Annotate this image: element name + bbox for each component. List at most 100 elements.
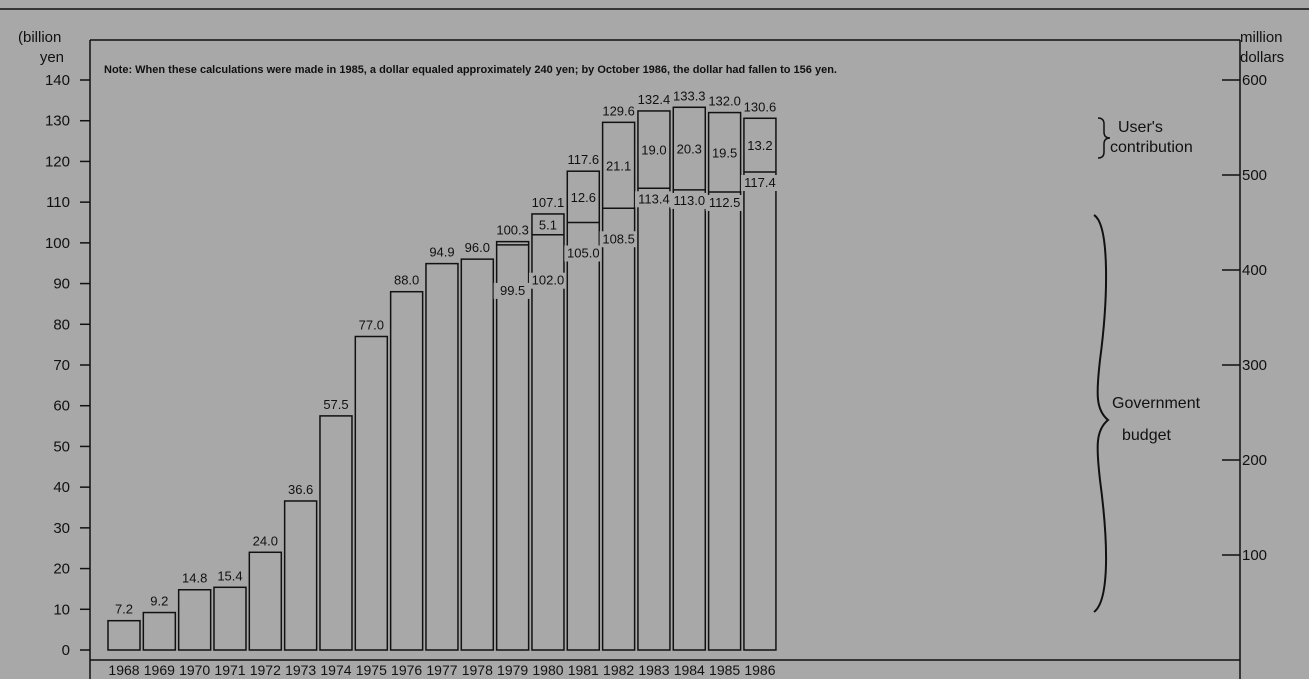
user-label-bg-1983 — [638, 141, 669, 158]
left-tick-label: 70 — [53, 357, 70, 374]
user-label-1980: 5.1 — [539, 217, 557, 232]
x-tick-1975: 1975 — [356, 662, 387, 678]
total-label-1984: 133.3 — [673, 88, 706, 103]
x-axis-tick-labels: 1968 1969 1970 1971 1972 1973 1974 1975 1976 1977… — [108, 662, 775, 678]
total-label-1976: 88.0 — [394, 273, 419, 288]
left-tick-label: 50 — [53, 438, 70, 455]
x-tick-1982: 1982 — [603, 662, 634, 678]
bar-1973 — [283, 500, 318, 651]
gov-label-1980: 102.0 — [532, 273, 565, 288]
user-label-bg-1985 — [709, 144, 740, 161]
user-label-bg-1984 — [674, 140, 705, 157]
bar-1982 — [601, 121, 636, 651]
gov-label-bg-1983 — [634, 191, 673, 208]
left-tick-label: 0 — [62, 642, 70, 659]
total-label-1983: 132.4 — [638, 92, 671, 107]
total-label-1974: 57.5 — [323, 397, 348, 412]
user-label-1985: 19.5 — [712, 145, 737, 160]
bar-1972 — [248, 551, 283, 651]
x-tick-1968: 1968 — [108, 662, 139, 678]
left-tick-label: 110 — [46, 194, 70, 211]
total-label-1978: 96.0 — [465, 240, 490, 255]
total-label-1980: 107.1 — [532, 195, 565, 210]
gov-label-1985: 112.5 — [709, 195, 741, 210]
right-tick-label: 600 — [1242, 72, 1267, 89]
user-label-bg-1980 — [532, 216, 563, 233]
gov-label-bg-1984 — [670, 192, 709, 209]
gov-label-1983: 113.4 — [638, 191, 670, 206]
total-label-1985: 132.0 — [708, 94, 741, 109]
total-label-1969: 9.2 — [150, 594, 168, 609]
right-axis-label-line1: million — [1240, 29, 1283, 46]
user-label-bg-1982 — [603, 157, 634, 174]
x-tick-1984: 1984 — [674, 662, 705, 678]
bar-1979 — [495, 240, 530, 651]
bar-1985 — [707, 111, 742, 651]
bar-1976 — [389, 290, 424, 651]
left-tick-label: 10 — [53, 601, 70, 618]
right-tick-label: 200 — [1242, 452, 1267, 469]
bar-1968 — [107, 619, 141, 651]
x-tick-1983: 1983 — [638, 662, 669, 678]
total-label-1975: 77.0 — [359, 318, 384, 333]
x-tick-1986: 1986 — [744, 662, 775, 678]
total-label-1971: 15.4 — [217, 568, 242, 583]
gov-label-bg-1985 — [705, 194, 744, 211]
note-text: Note: When these calculations were made … — [104, 64, 837, 76]
users-contribution-legend-line1: User's — [1118, 119, 1163, 136]
total-label-1972: 24.0 — [253, 533, 278, 548]
right-tick-label: 300 — [1242, 357, 1267, 374]
user-label-bg-1981 — [568, 188, 599, 205]
bar-1974 — [319, 415, 353, 651]
x-tick-1971: 1971 — [214, 662, 245, 678]
user-label-1986: 13.2 — [747, 138, 772, 153]
x-tick-1978: 1978 — [462, 662, 493, 678]
left-tick-label: 60 — [53, 398, 70, 415]
total-label-1981: 117.6 — [568, 152, 600, 167]
right-axis-ticks: 100 200 300 400 500 600 — [1222, 72, 1267, 564]
left-tick-label: 100 — [45, 235, 70, 252]
gov-label-1986: 117.4 — [744, 175, 776, 190]
user-label-bg-1986 — [744, 137, 775, 154]
total-label-1982: 129.6 — [602, 103, 635, 118]
user-label-1984: 20.3 — [677, 142, 702, 157]
right-axis-label-line2: dollars — [1240, 49, 1284, 66]
x-tick-1976: 1976 — [391, 662, 422, 678]
gov-label-1982: 108.5 — [602, 231, 635, 246]
left-axis-ticks: 0 10 20 30 40 50 60 70 80 90 100 110 120 130 140 — [45, 72, 90, 659]
left-tick-label: 80 — [53, 316, 70, 333]
gov-label-1984: 113.0 — [673, 193, 705, 208]
gov-label-bg-1982 — [599, 231, 638, 248]
left-axis-label-line2: yen — [40, 49, 64, 66]
gov-label-1981: 105.0 — [567, 246, 600, 261]
bar-1975 — [354, 335, 389, 651]
right-tick-label: 100 — [1242, 547, 1267, 564]
left-tick-label: 120 — [45, 153, 70, 170]
bar-1978 — [460, 258, 495, 651]
right-tick-label: 400 — [1242, 262, 1267, 279]
total-label-1977: 94.9 — [429, 245, 454, 260]
x-tick-1972: 1972 — [250, 662, 281, 678]
users-contribution-legend-line2: contribution — [1110, 139, 1193, 156]
x-tick-1977: 1977 — [426, 662, 457, 678]
total-label-1979: 100.3 — [496, 223, 529, 238]
total-label-1973: 36.6 — [288, 482, 313, 497]
x-tick-1973: 1973 — [285, 662, 316, 678]
x-tick-1974: 1974 — [320, 662, 351, 678]
left-tick-label: 140 — [45, 72, 70, 89]
x-tick-1981: 1981 — [568, 662, 599, 678]
total-label-1970: 14.8 — [182, 571, 207, 586]
government-budget-brace — [1093, 214, 1110, 613]
x-tick-1979: 1979 — [497, 662, 528, 678]
left-tick-label: 20 — [53, 561, 70, 578]
x-tick-1985: 1985 — [709, 662, 740, 678]
left-tick-label: 30 — [53, 520, 70, 537]
gov-label-bg-1979 — [493, 282, 532, 299]
left-tick-label: 90 — [53, 276, 70, 293]
left-tick-label: 130 — [45, 113, 70, 130]
x-tick-1970: 1970 — [179, 662, 210, 678]
x-tick-1969: 1969 — [144, 662, 175, 678]
x-tick-1980: 1980 — [532, 662, 563, 678]
left-axis-label-line1: (billion — [18, 29, 61, 46]
bar-1971 — [213, 586, 247, 651]
